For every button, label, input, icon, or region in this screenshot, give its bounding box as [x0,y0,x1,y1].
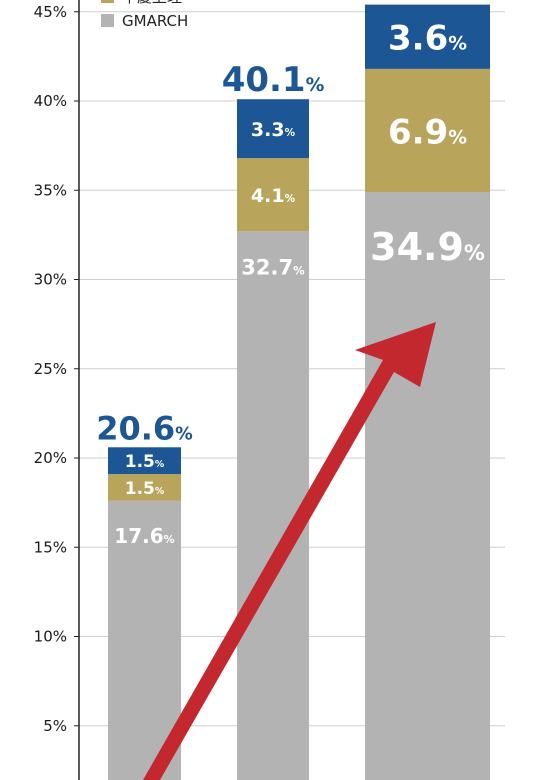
y-tick-label: 25% [34,360,67,378]
bar-segment [365,68,490,193]
bar-segment [108,474,181,501]
percent-sign: % [448,127,467,148]
percent-sign: % [293,263,305,277]
y-tick-label: 30% [34,271,67,289]
y-tick-label: 15% [34,538,67,556]
percent-sign: % [464,241,485,265]
bar-segment [237,158,309,232]
bar-segment [365,192,490,780]
segment-value-label: 1.5% [125,452,165,472]
segment-value-label: 1.5% [125,479,165,499]
bar-segment [108,447,181,475]
bar-total-label: 40.1% [222,60,325,100]
bars [108,4,490,780]
trend-arrow-shape [143,322,436,780]
y-tick-label: 5% [43,717,67,735]
percent-sign: % [155,459,165,470]
bar-segment [108,500,181,780]
y-tick-label: 45% [34,3,67,21]
bar-segment [237,99,309,159]
percent-sign: % [285,193,296,205]
legend-swatch [101,14,114,27]
y-axis-ticks: 5% 10% 15% 20% 25% 30% 35% 40% 45% [34,3,79,735]
bar-segment [365,4,490,69]
percent-sign: % [306,75,325,96]
bar-segment [237,231,309,780]
y-tick-label: 20% [34,449,67,467]
legend-swatch [101,0,114,3]
y-tick-label: 40% [34,92,67,110]
legend-label: 早慶上理 [122,0,182,6]
bar-total-label: 20.6% [96,409,193,447]
segment-value-label: 17.6% [114,524,174,548]
legend: 早慶上理 GMARCH [101,0,188,30]
legend-label: GMARCH [122,12,188,30]
percent-sign: % [155,486,165,497]
trend-arrow [143,322,436,780]
segment-value-label: 4.1% [251,185,296,207]
percent-sign: % [164,533,175,546]
percent-sign: % [175,424,193,444]
percent-sign: % [448,34,467,55]
percent-sign: % [285,127,296,139]
segment-value-label: 3.3% [251,119,296,141]
y-tick-label: 35% [34,181,67,199]
y-tick-label: 10% [34,628,67,646]
